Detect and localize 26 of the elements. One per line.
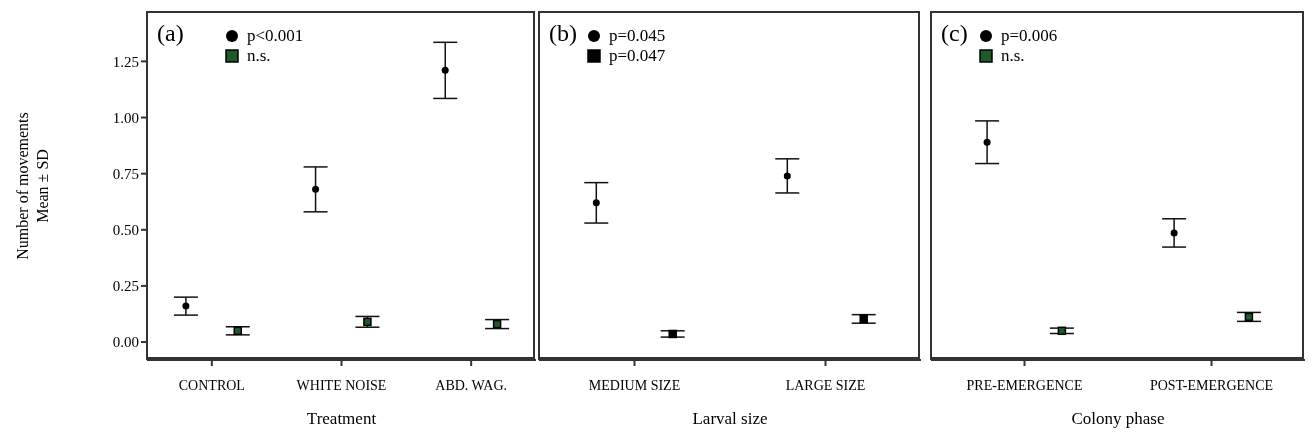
x-axis-title: Treatment [306, 409, 377, 428]
annotation: (b) [549, 20, 577, 47]
legend-label: n.s. [1001, 46, 1025, 66]
y-axis-title: Number of movements Mean ± SD [14, 112, 51, 260]
x-axis-title: Colony phase [1071, 409, 1165, 428]
annotation: (a) [157, 20, 184, 47]
x-tick-label: WHITE NOISE [296, 377, 387, 393]
y-tick-label: 1.25 [112, 53, 139, 70]
y-tick-label: 0.00 [112, 334, 139, 351]
legend-label: p=0.006 [1001, 26, 1058, 46]
legend-label: p<0.001 [247, 26, 304, 46]
x-tick-label: CONTROL [178, 377, 245, 393]
legend-label: p=0.047 [609, 46, 666, 66]
x-tick-label: LARGE SIZE [785, 377, 866, 393]
x-axis-title: Larval size [692, 409, 768, 428]
x-tick-label: PRE-EMERGENCE [966, 377, 1083, 393]
x-tick-label: MEDIUM SIZE [588, 377, 681, 393]
annotation: (c) [941, 20, 968, 47]
legend-label: n.s. [247, 46, 271, 66]
y-tick-label: 0.25 [112, 278, 139, 295]
x-tick-label: ABD. WAG. [435, 377, 508, 393]
x-tick-label: POST-EMERGENCE [1149, 377, 1274, 393]
y-tick-label: 0.75 [112, 165, 139, 182]
y-tick-label: 0.50 [112, 222, 139, 239]
legend-label: p=0.045 [609, 26, 666, 46]
y-tick-label: 1.00 [112, 109, 139, 126]
